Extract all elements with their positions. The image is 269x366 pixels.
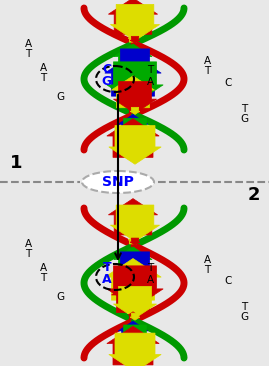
- Text: A: A: [24, 239, 31, 249]
- Text: A: A: [146, 77, 154, 87]
- Text: G: G: [56, 292, 64, 302]
- FancyArrow shape: [110, 205, 160, 242]
- Text: A: A: [203, 255, 211, 265]
- FancyArrow shape: [128, 312, 138, 319]
- Text: T: T: [147, 65, 153, 75]
- FancyArrow shape: [107, 326, 159, 365]
- Text: T: T: [204, 265, 210, 275]
- Text: T: T: [241, 104, 247, 114]
- FancyArrow shape: [128, 106, 138, 113]
- Text: A: A: [102, 273, 112, 286]
- FancyArrow shape: [114, 44, 152, 72]
- FancyArrow shape: [114, 286, 157, 318]
- Text: T: T: [204, 66, 210, 76]
- Text: A: A: [40, 63, 47, 73]
- Text: T: T: [147, 263, 153, 273]
- FancyArrow shape: [108, 0, 158, 34]
- Text: A: A: [203, 56, 211, 66]
- Text: T: T: [40, 73, 46, 83]
- FancyArrow shape: [114, 247, 152, 275]
- FancyArrow shape: [107, 62, 163, 104]
- Text: A: A: [146, 275, 154, 285]
- FancyArrow shape: [114, 82, 157, 113]
- Text: A: A: [40, 263, 47, 273]
- Text: T: T: [103, 261, 111, 274]
- Text: T: T: [25, 49, 31, 59]
- FancyArrow shape: [111, 281, 155, 313]
- Text: C: C: [102, 63, 112, 76]
- FancyArrow shape: [116, 252, 154, 280]
- Text: G: G: [240, 114, 248, 124]
- Text: T: T: [241, 302, 247, 312]
- Text: G: G: [56, 92, 64, 102]
- FancyArrow shape: [130, 36, 140, 44]
- FancyArrow shape: [130, 238, 140, 245]
- FancyArrow shape: [128, 35, 138, 42]
- FancyArrow shape: [111, 76, 155, 108]
- FancyArrow shape: [116, 49, 154, 77]
- FancyArrow shape: [109, 333, 161, 366]
- FancyArrow shape: [120, 325, 150, 347]
- Text: SNP: SNP: [102, 175, 134, 189]
- FancyArrow shape: [110, 4, 160, 41]
- Text: 2: 2: [248, 186, 260, 204]
- FancyArrow shape: [118, 115, 148, 136]
- FancyArrow shape: [107, 266, 163, 307]
- Text: A: A: [24, 39, 31, 49]
- Text: T: T: [25, 249, 31, 259]
- FancyArrow shape: [120, 118, 150, 140]
- FancyArrow shape: [108, 199, 158, 235]
- FancyArrow shape: [109, 126, 161, 164]
- Ellipse shape: [82, 171, 154, 193]
- Text: G: G: [102, 75, 112, 88]
- Text: C: C: [224, 276, 232, 286]
- FancyArrow shape: [107, 119, 159, 157]
- FancyArrow shape: [128, 237, 138, 244]
- FancyArrow shape: [105, 258, 161, 300]
- Text: G: G: [240, 312, 248, 322]
- FancyArrow shape: [130, 107, 140, 115]
- FancyArrow shape: [105, 55, 161, 96]
- Text: C: C: [224, 78, 232, 88]
- Text: 1: 1: [10, 154, 23, 172]
- FancyArrow shape: [130, 313, 140, 320]
- Text: T: T: [40, 273, 46, 283]
- FancyArrow shape: [118, 321, 148, 343]
